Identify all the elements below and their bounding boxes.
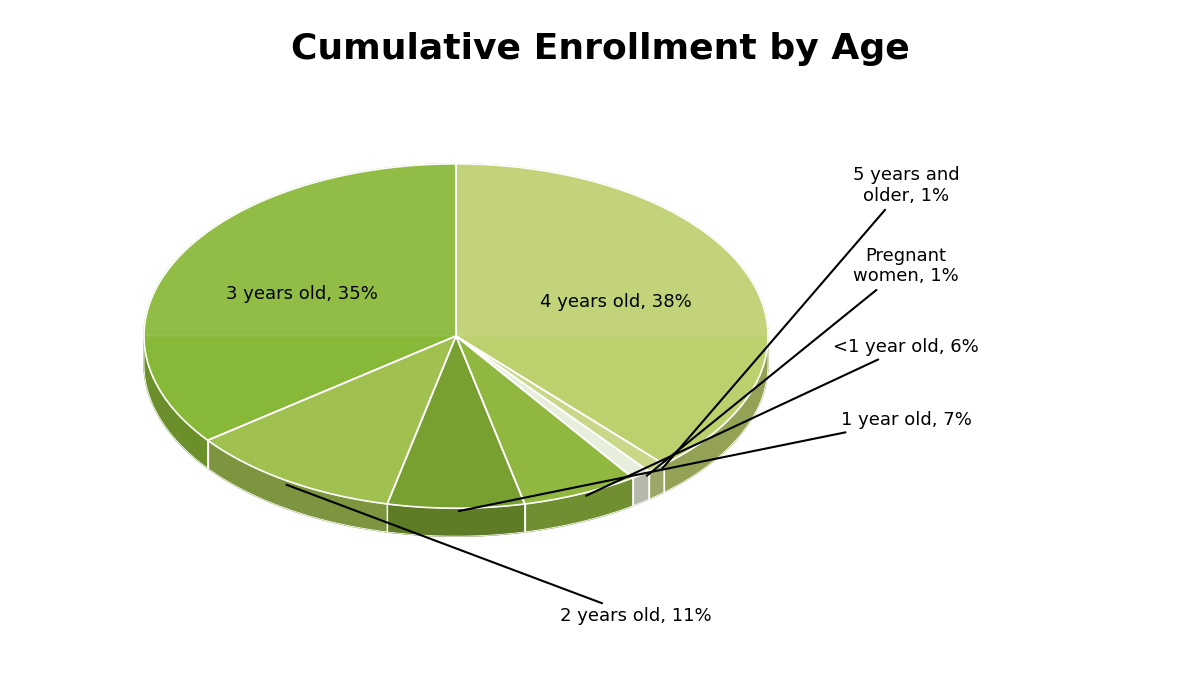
Polygon shape — [208, 336, 456, 504]
Polygon shape — [456, 336, 649, 478]
Text: Cumulative Enrollment by Age: Cumulative Enrollment by Age — [290, 32, 910, 66]
Text: 2 years old, 11%: 2 years old, 11% — [287, 484, 712, 625]
Text: <1 year old, 6%: <1 year old, 6% — [586, 337, 979, 496]
Polygon shape — [144, 335, 208, 468]
Polygon shape — [524, 478, 632, 532]
Text: 3 years old, 35%: 3 years old, 35% — [227, 285, 378, 303]
Polygon shape — [664, 334, 768, 492]
Polygon shape — [208, 440, 388, 532]
Polygon shape — [456, 336, 632, 504]
Polygon shape — [632, 471, 649, 506]
Text: Pregnant
women, 1%: Pregnant women, 1% — [647, 246, 959, 476]
Polygon shape — [649, 464, 664, 499]
Text: 5 years and
older, 1%: 5 years and older, 1% — [662, 166, 959, 468]
Text: 1 year old, 7%: 1 year old, 7% — [458, 411, 972, 511]
Polygon shape — [144, 164, 768, 336]
Polygon shape — [456, 164, 768, 464]
Text: 4 years old, 38%: 4 years old, 38% — [540, 293, 692, 312]
Polygon shape — [456, 336, 664, 471]
Polygon shape — [388, 504, 524, 536]
Polygon shape — [388, 336, 524, 508]
Polygon shape — [144, 164, 456, 440]
